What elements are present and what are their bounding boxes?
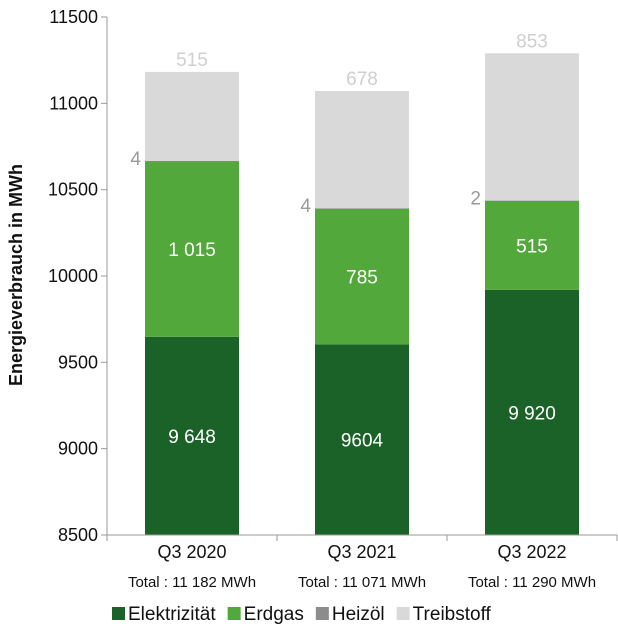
bar-segment-treibstoff (145, 71, 239, 161)
data-label: 9 920 (508, 403, 556, 424)
total-label: Total : 11 290 MWh (468, 574, 596, 591)
data-label: 785 (346, 268, 378, 289)
bars: 9 648 1 015 4 515 9604 785 4 678 9 920 515 2 853 (130, 31, 579, 535)
legend-entry: Erdgas (244, 604, 304, 625)
data-label: 4 (130, 149, 141, 170)
legend-entry: Treibstoff (413, 604, 492, 625)
data-label: 9 648 (168, 427, 216, 448)
y-tick-label: 9500 (58, 352, 98, 372)
y-axis-label: Energieverbrauch in MWh (6, 164, 26, 386)
y-tick-label: 10500 (48, 180, 98, 200)
y-axis: 8500 9000 9500 10000 10500 11000 11500 (48, 7, 108, 545)
y-tick-label: 11000 (49, 93, 98, 113)
bar-segment-treibstoff (485, 53, 579, 201)
x-tick-label: Q3 2021 (327, 542, 396, 562)
legend-entry: Elektrizität (128, 604, 216, 625)
x-tick-label: Q3 2022 (497, 542, 566, 562)
x-axis: Q3 2020 Total : 11 182 MWh Q3 2021 Total : … (106, 534, 618, 591)
data-label: 1 015 (168, 240, 216, 261)
legend: Elektrizität Erdgas Heizöl Treibstoff (112, 604, 492, 625)
bar-segment-erdgas (315, 208, 409, 345)
bar-segment-elektrizität (485, 289, 579, 535)
y-tick-label: 9000 (58, 439, 98, 459)
bar-segment-elektrizität (145, 336, 239, 535)
data-label: 4 (300, 196, 311, 217)
bar-segment-treibstoff (315, 91, 409, 209)
x-tick-label: Q3 2020 (157, 542, 226, 562)
data-label: 515 (176, 50, 208, 71)
data-label: 853 (516, 31, 548, 52)
bar-segment-heizöl (315, 208, 409, 209)
bar-segment-heizöl (145, 160, 239, 162)
y-tick-label: 8500 (58, 525, 98, 545)
legend-swatch (227, 607, 241, 620)
total-label: Total : 11 182 MWh (128, 574, 256, 591)
y-tick-label: 11500 (49, 7, 98, 27)
legend-swatch (396, 607, 410, 620)
legend-entry: Heizöl (332, 604, 385, 625)
data-label: 2 (470, 189, 481, 210)
data-label: 678 (346, 69, 378, 90)
bar-segment-erdgas (485, 200, 579, 290)
legend-swatch (315, 607, 329, 620)
y-tick-label: 10000 (48, 266, 98, 286)
data-label: 9604 (341, 431, 384, 452)
bar-segment-elektrizität (315, 344, 409, 535)
total-label: Total : 11 071 MWh (298, 574, 426, 591)
legend-swatch (112, 607, 125, 620)
data-label: 515 (516, 236, 548, 257)
bar-segment-erdgas (145, 161, 239, 337)
